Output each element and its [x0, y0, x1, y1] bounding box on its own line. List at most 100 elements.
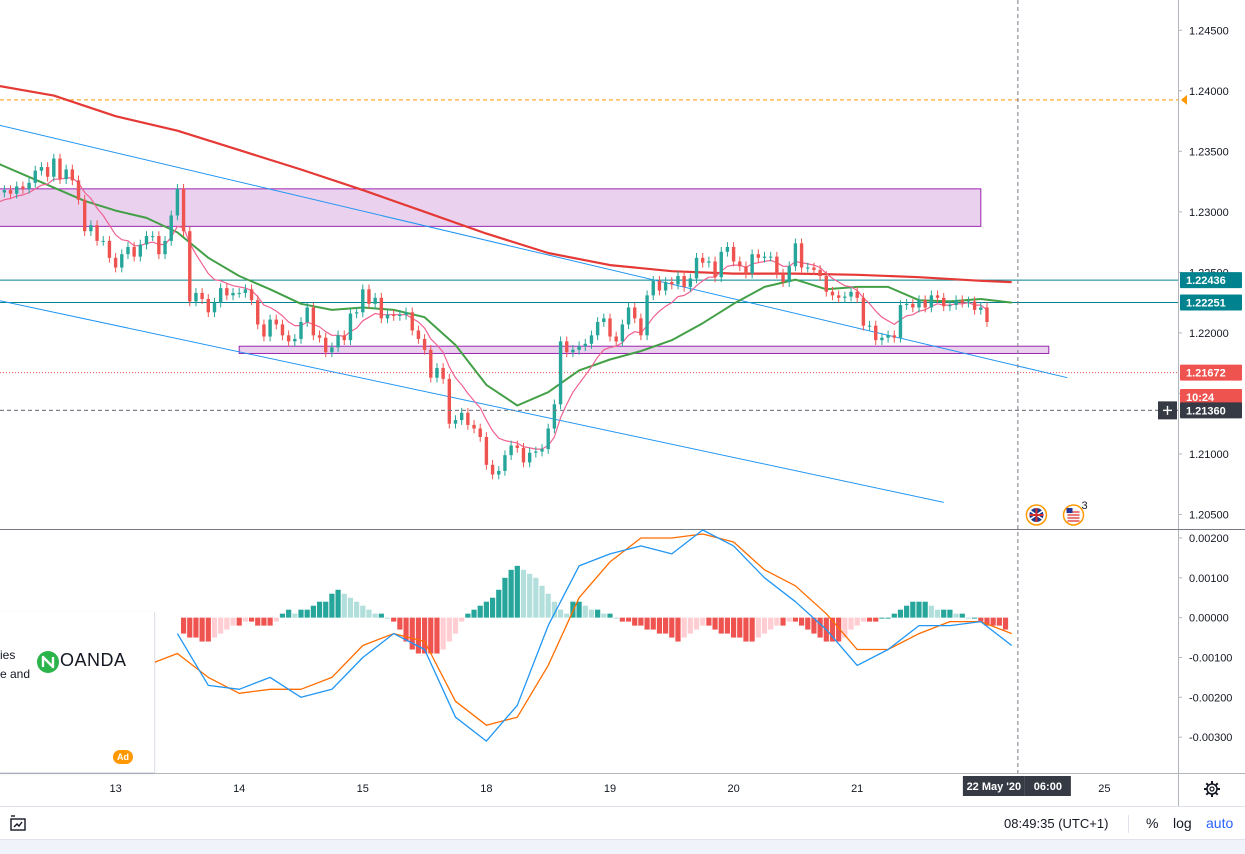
macd-histogram-bar[interactable]: [520, 569, 527, 618]
macd-histogram-bar[interactable]: [693, 617, 700, 630]
candle[interactable]: [39, 162, 44, 176]
price-label-1[interactable]: 1.22436: [1180, 272, 1242, 289]
macd-histogram-bar[interactable]: [663, 617, 669, 634]
candle[interactable]: [243, 284, 248, 298]
macd-histogram-bar[interactable]: [409, 617, 415, 650]
candle[interactable]: [8, 185, 13, 199]
macd-histogram-bar[interactable]: [483, 601, 489, 618]
candle[interactable]: [633, 302, 637, 324]
macd-histogram-bar[interactable]: [354, 601, 360, 618]
candle[interactable]: [904, 299, 909, 310]
candle[interactable]: [45, 162, 50, 182]
candle[interactable]: [738, 256, 742, 272]
candle[interactable]: [311, 302, 316, 341]
candle[interactable]: [546, 423, 550, 454]
macd-histogram-bar[interactable]: [706, 617, 712, 626]
macd-histogram-bar[interactable]: [298, 609, 304, 618]
candle[interactable]: [194, 288, 198, 307]
candle[interactable]: [713, 256, 717, 283]
candle[interactable]: [985, 302, 989, 327]
candle[interactable]: [21, 181, 25, 194]
macd-histogram-bar[interactable]: [292, 613, 298, 618]
candle[interactable]: [497, 466, 501, 480]
candle[interactable]: [299, 317, 303, 344]
candle[interactable]: [107, 236, 112, 263]
macd-histogram-bar[interactable]: [570, 601, 576, 618]
macd-histogram-bar[interactable]: [860, 617, 866, 622]
candle[interactable]: [231, 288, 235, 301]
macd-histogram-bar[interactable]: [551, 601, 557, 618]
add-alert-plus-icon[interactable]: [1158, 401, 1177, 420]
macd-histogram-bar[interactable]: [891, 613, 897, 618]
candle[interactable]: [614, 331, 618, 347]
candle[interactable]: [429, 345, 433, 383]
macd-histogram-bar[interactable]: [990, 617, 996, 626]
macd-histogram-bar[interactable]: [403, 617, 409, 642]
macd-histogram-bar[interactable]: [798, 617, 805, 626]
macd-histogram-bar[interactable]: [255, 617, 261, 626]
candle[interactable]: [818, 265, 822, 281]
macd-histogram-bar[interactable]: [737, 617, 743, 638]
macd-histogram-bar[interactable]: [644, 617, 650, 630]
macd-histogram-bar[interactable]: [885, 617, 891, 619]
macd-histogram-bar[interactable]: [996, 617, 1002, 626]
macd-histogram-bar[interactable]: [557, 609, 564, 618]
candle[interactable]: [472, 420, 476, 434]
candle[interactable]: [892, 330, 896, 343]
candle[interactable]: [972, 296, 977, 315]
candle[interactable]: [503, 450, 507, 476]
ad-panel[interactable]: ies e and OANDA Ad: [0, 612, 155, 773]
candle[interactable]: [225, 283, 229, 301]
macd-histogram-bar[interactable]: [539, 585, 545, 618]
price-label-3[interactable]: 1.21672: [1180, 364, 1242, 381]
macd-histogram-bar[interactable]: [273, 617, 279, 622]
macd-histogram-bar[interactable]: [440, 617, 446, 650]
candle[interactable]: [237, 288, 241, 298]
candle[interactable]: [373, 292, 377, 309]
candle[interactable]: [169, 210, 173, 246]
macd-histogram-bar[interactable]: [224, 617, 230, 630]
macd-histogram-bar[interactable]: [316, 601, 323, 618]
macd-histogram-bar[interactable]: [236, 617, 242, 626]
candle[interactable]: [157, 231, 161, 260]
macd-histogram-bar[interactable]: [193, 617, 199, 638]
candle[interactable]: [589, 330, 594, 349]
macd-histogram-bar[interactable]: [489, 597, 496, 618]
candle[interactable]: [379, 292, 384, 324]
candle[interactable]: [960, 295, 964, 308]
candle[interactable]: [342, 330, 346, 345]
candle[interactable]: [663, 277, 668, 296]
trend-line-2[interactable]: [0, 299, 944, 503]
candle[interactable]: [280, 319, 285, 341]
macd-histogram-bar[interactable]: [842, 617, 848, 638]
candle[interactable]: [348, 308, 353, 345]
candle[interactable]: [701, 253, 705, 268]
macd-histogram-bar[interactable]: [452, 617, 459, 634]
candle[interactable]: [867, 320, 872, 331]
candle[interactable]: [83, 194, 87, 237]
candle[interactable]: [509, 440, 513, 460]
price-label-5[interactable]: 1.21360: [1180, 402, 1242, 419]
macd-histogram-bar[interactable]: [595, 609, 601, 618]
macd-histogram-bar[interactable]: [941, 609, 947, 618]
candle[interactable]: [799, 238, 804, 273]
candle[interactable]: [490, 460, 495, 480]
macd-histogram-bar[interactable]: [545, 593, 551, 618]
candle[interactable]: [707, 256, 711, 268]
candle[interactable]: [824, 271, 828, 297]
macd-histogram-bar[interactable]: [582, 605, 588, 618]
gear-icon[interactable]: [1204, 781, 1220, 797]
candle[interactable]: [150, 231, 155, 241]
macd-histogram-bar[interactable]: [681, 617, 687, 638]
macd-histogram-bar[interactable]: [836, 617, 842, 642]
macd-histogram-bar[interactable]: [724, 617, 731, 634]
macd-histogram-bar[interactable]: [576, 601, 582, 618]
candle[interactable]: [787, 261, 791, 287]
candle[interactable]: [466, 407, 470, 430]
candle[interactable]: [441, 363, 445, 384]
candle[interactable]: [410, 307, 414, 336]
price-axis[interactable]: 1.245001.240001.235001.230001.225001.220…: [1178, 25, 1242, 521]
macd-histogram-bar[interactable]: [879, 617, 885, 619]
log-scale-toggle[interactable]: log: [1173, 815, 1192, 831]
price-pane[interactable]: 3: [0, 0, 1178, 526]
